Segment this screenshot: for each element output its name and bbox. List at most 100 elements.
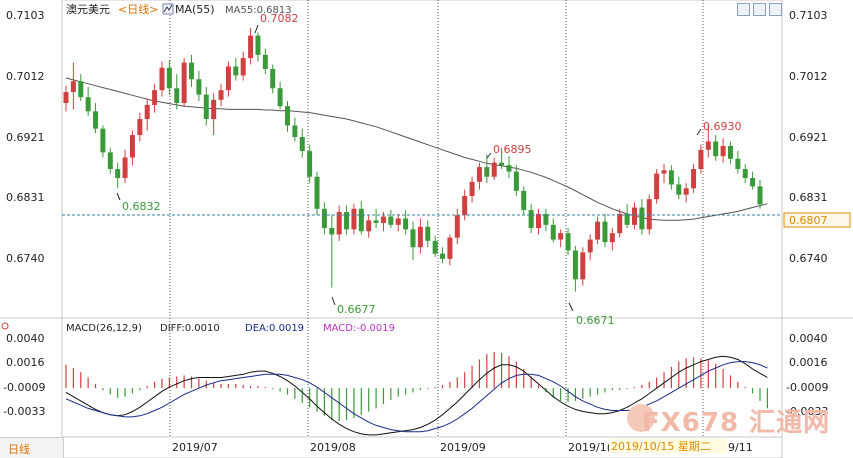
annotation-pointer bbox=[696, 128, 702, 136]
candle bbox=[440, 247, 446, 264]
candle-body bbox=[321, 208, 327, 229]
macd-tick: 0.0040 bbox=[789, 332, 828, 345]
macd-tick: 0.0016 bbox=[789, 356, 828, 369]
candle bbox=[336, 205, 342, 241]
price-tick: 0.6921 bbox=[6, 131, 45, 144]
time-label: 2019/08 bbox=[310, 441, 356, 454]
annotation-pointer bbox=[331, 296, 336, 306]
candle bbox=[174, 74, 180, 110]
candle-body bbox=[661, 170, 667, 174]
time-label: 2019/07 bbox=[172, 441, 218, 454]
candle-body bbox=[676, 184, 682, 195]
candle bbox=[85, 86, 91, 116]
candle bbox=[683, 183, 689, 203]
candle bbox=[314, 171, 320, 216]
candle-body bbox=[395, 218, 401, 225]
candle bbox=[698, 144, 704, 174]
ma-label: MA(55) bbox=[175, 3, 215, 16]
candle-body bbox=[85, 97, 91, 112]
candle-body bbox=[159, 67, 165, 91]
candle-body bbox=[742, 169, 748, 179]
macd-dea-line bbox=[65, 361, 768, 433]
candle-body bbox=[654, 173, 660, 200]
candle bbox=[255, 32, 261, 62]
candle-body bbox=[750, 178, 756, 187]
candle-body bbox=[189, 62, 195, 80]
candle-body bbox=[203, 94, 209, 120]
candle-body bbox=[417, 226, 423, 248]
zoom-in-icon[interactable] bbox=[753, 3, 766, 16]
candle-body bbox=[262, 54, 268, 69]
candle bbox=[580, 247, 586, 286]
price-tick: 0.6740 bbox=[789, 252, 828, 265]
time-axis: 2019/07 2019/08 2019/09 2019/1( 2019/10/… bbox=[172, 439, 753, 454]
candle bbox=[661, 163, 667, 184]
candle-body bbox=[580, 252, 586, 280]
macd-tick: -0.0033 bbox=[3, 405, 45, 418]
candle-body bbox=[705, 141, 711, 150]
ma-value: MA55:0.6813 bbox=[225, 5, 292, 16]
annotation-high: 0.7082 bbox=[260, 12, 299, 25]
candle-body bbox=[698, 149, 704, 170]
candle-body bbox=[550, 224, 556, 240]
candle-body bbox=[720, 145, 726, 157]
candle bbox=[543, 208, 549, 232]
candle-body bbox=[225, 66, 231, 91]
candlestick-layer bbox=[63, 27, 763, 292]
candle-body bbox=[107, 152, 113, 170]
candle bbox=[499, 147, 505, 170]
annotation-high: 0.6895 bbox=[493, 143, 532, 156]
candle-body bbox=[211, 99, 217, 120]
annotation-pointer bbox=[486, 152, 492, 159]
candle bbox=[225, 61, 231, 97]
time-label: 2019/1( bbox=[568, 441, 611, 454]
candle-body bbox=[491, 162, 497, 177]
candle bbox=[617, 208, 623, 238]
candle-body bbox=[757, 186, 763, 205]
candle bbox=[211, 93, 217, 136]
scroll-icon[interactable] bbox=[769, 3, 782, 16]
price-tick: 0.6831 bbox=[789, 191, 828, 204]
candle-body bbox=[595, 221, 601, 240]
candle-body bbox=[174, 88, 180, 103]
candle-body bbox=[292, 125, 298, 137]
macd-tick: -0.0009 bbox=[786, 381, 828, 394]
macd-title: MACD(26,12,9) bbox=[66, 323, 142, 334]
candle bbox=[521, 186, 527, 216]
annotation-pointer bbox=[568, 302, 574, 312]
candle bbox=[750, 171, 756, 190]
candle-body bbox=[314, 176, 320, 209]
candle-body bbox=[270, 69, 276, 89]
candle-body bbox=[469, 181, 475, 196]
period-selector[interactable]: 日线 bbox=[0, 437, 64, 458]
candle-body bbox=[93, 111, 99, 129]
candle-body bbox=[70, 81, 76, 93]
candle-body bbox=[366, 220, 372, 232]
candle-body bbox=[587, 239, 593, 253]
zoom-out-icon[interactable] bbox=[737, 3, 750, 16]
candle-body bbox=[380, 216, 386, 223]
candle-body bbox=[240, 58, 246, 76]
price-tick: 0.7012 bbox=[6, 70, 45, 83]
macd-settings-icon[interactable] bbox=[1, 322, 9, 330]
macd-diff-value: DIFF:0.0010 bbox=[160, 323, 220, 334]
candle bbox=[727, 141, 733, 164]
price-annotations: 0.7082 0.6832 0.6677 0.6895 0.6671 0.693… bbox=[116, 12, 742, 327]
candle bbox=[129, 130, 135, 166]
candle bbox=[572, 246, 578, 292]
candle bbox=[491, 157, 497, 180]
candle-body bbox=[624, 213, 630, 225]
candle-body bbox=[631, 207, 637, 225]
candle-body bbox=[344, 212, 350, 230]
candle-body bbox=[454, 215, 460, 238]
candle bbox=[122, 149, 128, 184]
candle-body bbox=[336, 212, 342, 235]
period-tag[interactable]: <日线> bbox=[118, 2, 158, 16]
candle bbox=[307, 144, 313, 184]
current-price-badge bbox=[783, 212, 851, 228]
macd-tick: 0.0040 bbox=[6, 332, 45, 345]
candle bbox=[624, 203, 630, 229]
candle bbox=[240, 51, 246, 81]
candle bbox=[203, 86, 209, 126]
